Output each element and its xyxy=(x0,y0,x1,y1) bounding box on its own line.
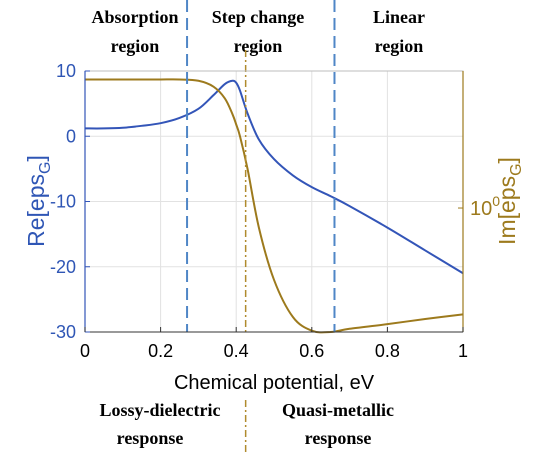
right-axis-title-end: ] xyxy=(494,157,520,163)
left-axis-title-main: Re[eps xyxy=(23,174,49,247)
left-tick-label: 0 xyxy=(66,126,76,146)
right-axis-tick: 100 xyxy=(458,193,500,220)
plot-area xyxy=(84,0,464,334)
annotation-linear-line2: region xyxy=(375,36,424,56)
annotation-lossy-dielectric: Lossy-dielectric response xyxy=(100,400,221,448)
right-axis-title-sub: G xyxy=(508,163,525,175)
left-tick-label: -10 xyxy=(50,192,76,212)
bottom-axis-ticks: 0 0.2 0.4 0.6 0.8 1 xyxy=(80,327,468,361)
bottom-tick-label: 1 xyxy=(458,341,468,361)
right-tick-label: 100 xyxy=(470,193,500,220)
bottom-tick-label: 0.2 xyxy=(148,341,173,361)
annotation-lossy-line1: Lossy-dielectric xyxy=(100,400,221,420)
divider-lines xyxy=(186,0,336,332)
annotation-quasi-metallic: Quasi-metallic response xyxy=(282,400,394,448)
annotation-linear-region: Linear region xyxy=(373,7,425,56)
annotation-quasi-line2: response xyxy=(305,428,372,448)
left-axis-ticks: 10 0 -10 -20 -30 xyxy=(50,61,90,342)
annotation-step-change-region: Step change region xyxy=(212,7,305,56)
annotation-quasi-line1: Quasi-metallic xyxy=(282,400,394,420)
annotation-absorption-line2: region xyxy=(111,36,160,56)
left-tick-label: -20 xyxy=(50,257,76,277)
annotation-step-line1: Step change xyxy=(212,7,305,27)
series-line-im-eps xyxy=(85,78,464,334)
annotation-linear-line1: Linear xyxy=(373,7,425,27)
right-axis-title: Im[epsG] xyxy=(494,157,525,245)
x-axis-title: Chemical potential, eV xyxy=(174,372,375,394)
annotation-absorption-line1: Absorption xyxy=(91,7,178,27)
bottom-tick-label: 0 xyxy=(80,341,90,361)
left-tick-label: 10 xyxy=(56,61,76,81)
series-line-re-eps xyxy=(84,79,464,275)
bottom-tick-label: 0.4 xyxy=(224,341,249,361)
left-axis-title-sub: G xyxy=(37,162,54,174)
left-axis-title: Re[epsG] xyxy=(23,155,54,247)
right-tick-base: 10 xyxy=(470,198,492,220)
annotation-step-line2: region xyxy=(234,36,283,56)
bottom-tick-label: 0.8 xyxy=(375,341,400,361)
bottom-tick-label: 0.6 xyxy=(299,341,324,361)
annotation-lossy-line2: response xyxy=(117,428,184,448)
series-layer xyxy=(84,78,464,334)
right-tick-exponent: 0 xyxy=(492,193,500,209)
annotation-absorption-region: Absorption region xyxy=(91,7,178,56)
left-tick-label: -30 xyxy=(50,322,76,342)
left-axis-title-end: ] xyxy=(23,155,49,161)
right-axis-title-main: Im[eps xyxy=(494,176,520,245)
